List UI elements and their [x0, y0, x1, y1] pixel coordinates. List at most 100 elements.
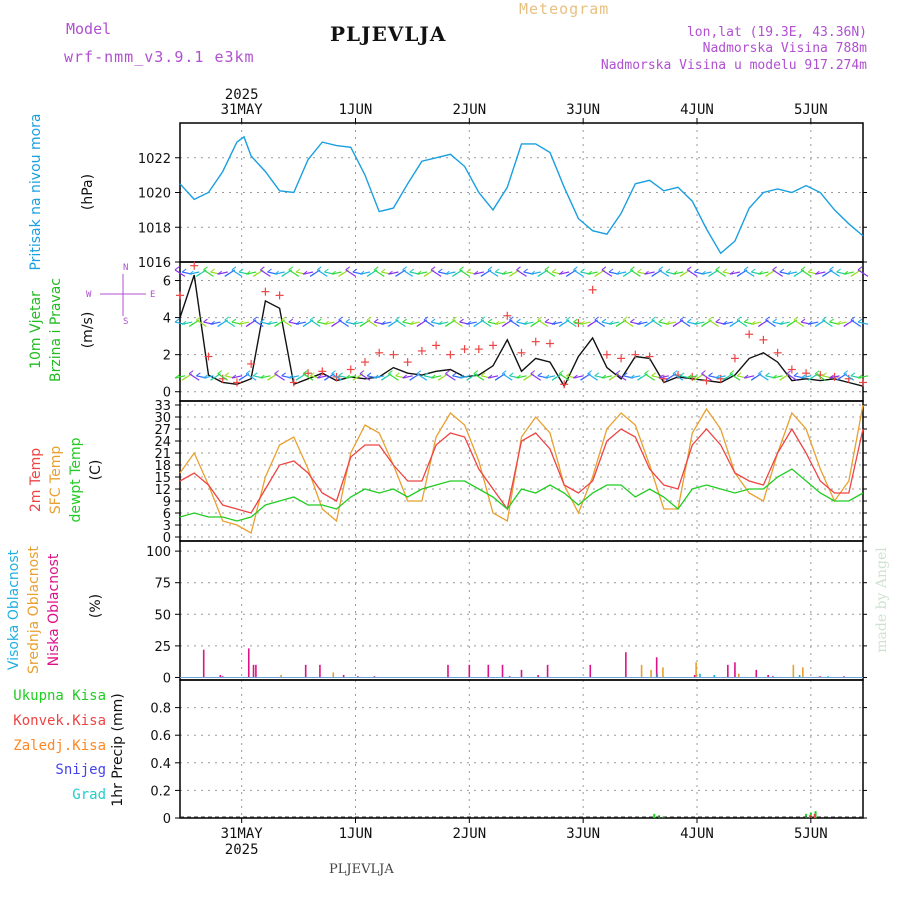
y-tick-label: 24: [154, 435, 171, 450]
wind-arrow: [459, 266, 464, 271]
wind-arrow: [381, 320, 386, 325]
wind-arrow: [651, 316, 656, 321]
wind-arrow: [509, 319, 520, 327]
wind-arrow: [324, 376, 329, 381]
wind-arrow: [701, 373, 712, 381]
cloud-bar: [802, 667, 804, 678]
cloud-bar: [520, 669, 523, 678]
wind-arrow: [736, 316, 742, 321]
wind-arrow: [267, 321, 278, 325]
wind-arrow: [672, 271, 684, 275]
wind-arrow: [295, 320, 301, 325]
x-tick-label-top: 4JUN: [680, 102, 714, 118]
wind-arrow: [558, 373, 570, 381]
x-tick-label-top: 1JUN: [339, 102, 373, 118]
wind-arrow: [430, 374, 436, 379]
wind-arrow: [594, 273, 600, 277]
wind-arrow: [594, 316, 600, 321]
wind-arrow: [274, 271, 285, 275]
wind-arrow: [509, 372, 514, 377]
wind-arrow: [494, 320, 500, 325]
wind-arrow: [786, 270, 792, 275]
wind-arrow: [231, 318, 237, 323]
wind-arrow: [388, 370, 393, 375]
wind-arrow: [466, 268, 471, 273]
wind-arrow: [373, 269, 385, 277]
wind-arrow: [686, 318, 692, 323]
x-tick-label-top: 3JUN: [566, 102, 600, 118]
cloud-bar: [255, 664, 257, 678]
wind-arrow: [331, 370, 336, 375]
panel-frame: [179, 679, 864, 819]
wind-arrow: [203, 269, 214, 277]
y-tick-label: 9: [163, 495, 171, 510]
model-elevation-label: Nadmorska Visina u modelu 917.274m: [600, 58, 867, 73]
wind-arrow: [594, 372, 600, 377]
wind-arrow: [800, 375, 812, 379]
wind-arrow: [708, 316, 713, 321]
wind-arrow: [480, 319, 492, 327]
wind-arrow: [188, 270, 194, 275]
wind-arrow: [473, 373, 485, 381]
wind-arrow: [587, 373, 598, 381]
wind-arrow: [750, 268, 756, 273]
wind-arrow: [580, 321, 591, 325]
wind-arrow: [260, 266, 265, 271]
wind-arrow: [651, 319, 663, 327]
page-title: PLJEVLJA: [330, 22, 447, 46]
cloud-bar: [546, 664, 549, 678]
wind-arrow: [345, 375, 356, 379]
wind-arrow: [644, 270, 649, 275]
wind-arrow: [687, 375, 698, 379]
wind-arrow: [793, 273, 799, 277]
compass-w: W: [86, 290, 92, 300]
wind-arrow: [366, 316, 372, 321]
wind-arrow: [487, 318, 493, 323]
x-tick-label-top: 2JUN: [452, 102, 486, 118]
precip-legend-2: Zaledj.Kisa: [13, 738, 106, 754]
wind-arrow: [487, 269, 499, 277]
wind-arrow: [245, 323, 251, 327]
precip-unit: 1hr Precip (mm): [110, 693, 126, 806]
wind-arrow: [274, 323, 279, 327]
wind-arrow: [452, 319, 463, 327]
wind-arrow: [231, 374, 237, 379]
wind-arrow: [188, 323, 194, 327]
wind-arrow: [822, 372, 827, 377]
wind-arrow: [565, 319, 577, 327]
wind-arrow: [758, 323, 763, 327]
wind-arrow: [679, 273, 685, 277]
wind-arrow: [516, 318, 521, 323]
wind-arrow: [437, 376, 443, 381]
wind-arrow: [651, 372, 656, 377]
wind-arrow: [188, 370, 194, 375]
wind-arrow: [324, 268, 329, 273]
wind-arrow: [566, 273, 571, 277]
wind-arrow: [850, 372, 856, 377]
cloud-bar: [332, 672, 335, 678]
wind-arrow: [608, 268, 614, 273]
wind-arrow: [758, 373, 769, 381]
wind-arrow: [793, 319, 805, 327]
wind-arrow: [544, 374, 550, 379]
wind-arrow: [672, 373, 684, 381]
credit-watermark: made by Angel: [874, 547, 890, 653]
wind-arrow: [309, 316, 315, 321]
wind-arrow: [644, 323, 649, 327]
wind-arrow: [558, 323, 564, 327]
cloud-bar: [662, 667, 664, 678]
y-tick-label: 30: [154, 411, 171, 426]
wind-arrow: [708, 273, 713, 277]
wind-arrow: [665, 320, 671, 325]
wind-arrow: [701, 323, 706, 327]
wind-arrow: [288, 375, 299, 379]
pressure-line: [179, 135, 864, 255]
wind-arrow: [196, 273, 201, 277]
wind-arrow: [217, 370, 222, 375]
wind-arrow: [302, 370, 308, 375]
wind-arrow: [715, 375, 726, 379]
wind-arrow: [772, 318, 777, 323]
wind-arrow: [729, 373, 741, 381]
wind-arrow: [836, 376, 841, 381]
wind-arrow: [509, 316, 514, 321]
